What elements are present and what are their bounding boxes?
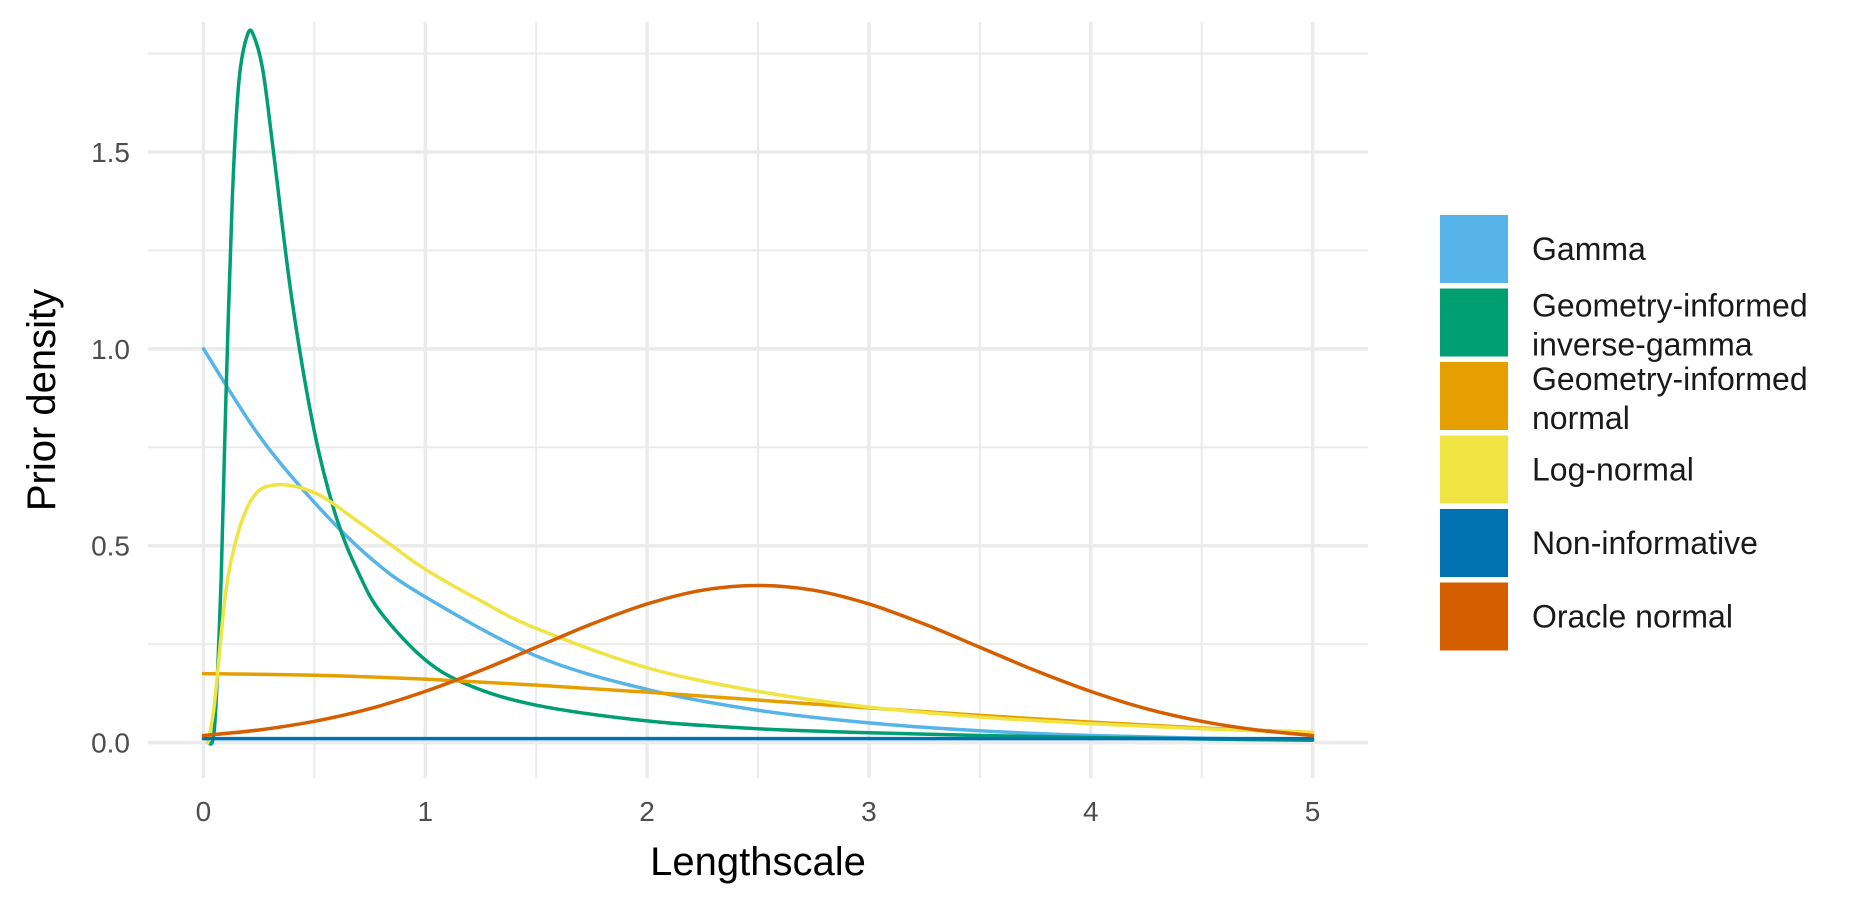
legend-key-non-informative [1440,509,1508,577]
y-tick-label: 0.5 [91,531,130,562]
legend-label-geometry-informed-inverse-gamma: Geometry-informed inverse-gamma [1532,288,1808,363]
grid-minor [148,22,1368,778]
y-axis-title: Prior density [20,289,64,511]
legend-key-gamma [1440,215,1508,283]
x-tick-label: 1 [417,796,433,827]
legend-label-non-informative: Non-informative [1532,525,1758,561]
legend-key-geometry-informed-normal [1440,362,1508,430]
legend-label-gamma: Gamma [1532,231,1646,267]
series-line-log-normal [206,482,1315,745]
y-tick-label: 1.5 [91,137,130,168]
legend-label-geometry-informed-normal: Geometry-informed normal [1532,361,1808,436]
x-axis-title: Lengthscale [650,840,866,884]
legend-label-log-normal: Log-normal [1532,452,1694,488]
y-tick-label: 0.0 [91,728,130,759]
x-tick-label: 4 [1083,796,1099,827]
series-line-oracle-normal [201,583,1315,738]
x-tick-label: 5 [1305,796,1321,827]
legend: Gamma Geometry-informed inverse-gammaGeome… [1440,215,1808,651]
legend-key-log-normal [1440,435,1508,504]
legend-key-oracle-normal [1440,582,1508,651]
x-tick-label: 2 [639,796,655,827]
y-tick-label: 1.0 [91,334,130,365]
series-line-geometry-informed-inverse-gamma [206,28,1315,746]
x-tick-label: 3 [861,796,877,827]
x-tick-label: 0 [196,796,212,827]
grid-major [148,22,1368,778]
legend-key-geometry-informed-inverse-gamma [1440,288,1508,357]
legend-label-oracle-normal: Oracle normal [1532,599,1733,635]
series-layer [201,28,1315,746]
y-axis-ticks: 0.0 0.5 1.0 1.5 [91,137,130,759]
x-axis-ticks: 0 1 2 3 4 5 [196,796,1321,827]
